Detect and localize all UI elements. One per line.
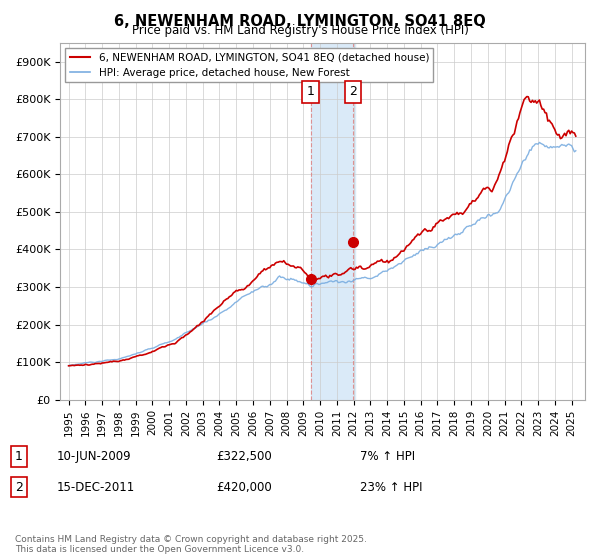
Text: Price paid vs. HM Land Registry's House Price Index (HPI): Price paid vs. HM Land Registry's House … (131, 24, 469, 37)
Text: 7% ↑ HPI: 7% ↑ HPI (360, 450, 415, 463)
Text: £420,000: £420,000 (216, 480, 272, 494)
Text: 1: 1 (15, 450, 23, 463)
Text: Contains HM Land Registry data © Crown copyright and database right 2025.
This d: Contains HM Land Registry data © Crown c… (15, 535, 367, 554)
Text: 1: 1 (307, 85, 314, 99)
Text: £322,500: £322,500 (216, 450, 272, 463)
Text: 23% ↑ HPI: 23% ↑ HPI (360, 480, 422, 494)
Legend: 6, NEWENHAM ROAD, LYMINGTON, SO41 8EQ (detached house), HPI: Average price, deta: 6, NEWENHAM ROAD, LYMINGTON, SO41 8EQ (d… (65, 48, 433, 82)
Text: 2: 2 (349, 85, 357, 99)
Bar (311, 43, 355, 400)
Text: 2: 2 (15, 480, 23, 494)
Text: 10-JUN-2009: 10-JUN-2009 (57, 450, 131, 463)
Text: 6, NEWENHAM ROAD, LYMINGTON, SO41 8EQ: 6, NEWENHAM ROAD, LYMINGTON, SO41 8EQ (114, 14, 486, 29)
Text: 15-DEC-2011: 15-DEC-2011 (57, 480, 135, 494)
